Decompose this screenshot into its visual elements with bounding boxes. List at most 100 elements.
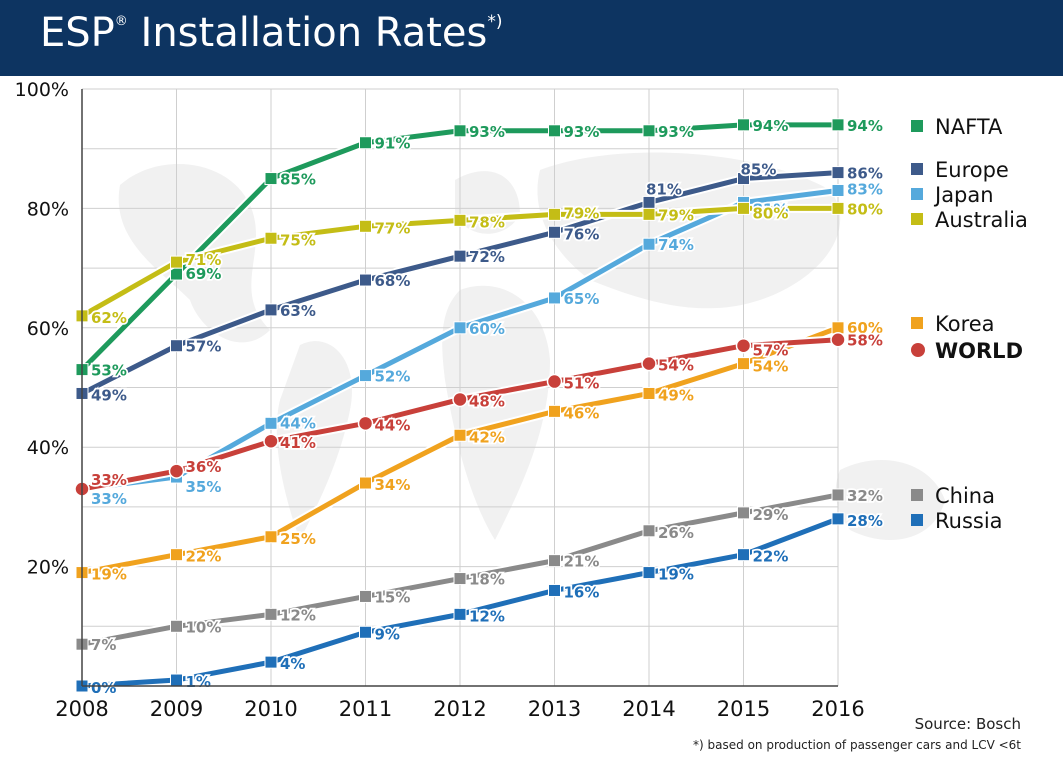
legend-marker [911,514,923,526]
data-label: 69% [186,265,222,283]
data-point [453,249,467,263]
legend-label: WORLD [935,339,1023,363]
data-label: 71% [186,251,222,269]
data-label: 10% [186,618,222,636]
legend-marker [911,120,923,132]
y-tick-label: 60% [27,318,69,340]
title-footnote-mark: *) [487,12,503,32]
data-point [170,673,183,687]
data-point [453,572,467,586]
data-label: 19% [658,566,694,584]
data-label: 48% [469,392,505,410]
data-point [737,357,750,371]
data-point [548,291,561,305]
data-label: 51% [564,375,600,393]
data-label: 93% [658,123,694,141]
data-point [548,225,561,239]
data-point [642,207,656,221]
data-point [831,488,845,502]
data-label: 44% [375,416,411,434]
data-label: 53% [91,362,127,380]
data-point [359,625,372,639]
data-point [548,124,561,138]
data-point [641,355,657,372]
data-label: 57% [186,338,222,356]
data-label: 7% [91,636,116,654]
data-label: 18% [469,571,505,589]
data-label: 25% [280,530,316,548]
data-label: 15% [375,588,411,606]
data-label: 65% [564,290,600,308]
data-point [642,566,656,580]
legend-label: China [935,484,995,508]
data-label: 68% [375,272,411,290]
data-point [737,201,750,215]
data-point [642,524,656,538]
data-label: 54% [753,358,789,376]
data-label: 21% [564,553,600,571]
data-point [359,273,372,287]
data-point [453,321,467,335]
data-label: 19% [91,566,127,584]
data-label: 94% [753,117,789,135]
source-note: Source: Bosch [914,715,1021,733]
data-point [264,303,278,317]
x-tick-label: 2012 [433,697,486,721]
data-point [548,404,561,418]
data-point [737,118,750,132]
data-label: 36% [186,458,222,476]
data-point [264,607,278,621]
data-point [264,416,278,430]
data-label: 54% [658,357,694,375]
data-label: 34% [375,476,411,494]
data-label: 74% [658,236,694,254]
data-point [453,428,467,442]
x-tick-label: 2010 [244,697,297,721]
data-label: 77% [375,219,411,237]
data-label: 75% [280,231,316,249]
chart-title: ESP® Installation Rates*) [40,10,502,56]
legend-marker [911,343,925,357]
data-point [548,583,561,597]
axes: 2008 2009 2010 2011 2012 2013 2014 2015 2016 20% 4… [15,79,865,721]
data-point [831,512,845,526]
data-label: 63% [280,302,316,320]
x-tick-label: 2015 [717,697,770,721]
data-label: 60% [847,319,883,337]
data-point [546,373,563,390]
legend-label: Japan [933,183,994,207]
legend-marker [911,317,923,329]
data-point [453,607,467,621]
title-main: ESP [40,10,115,56]
data-point [642,124,656,138]
data-label: 33% [91,471,127,489]
data-point [264,231,278,245]
data-point [264,655,278,669]
data-label: 32% [847,487,883,505]
legend-marker [911,489,923,501]
legend-label: Russia [935,509,1003,533]
data-point [264,530,278,544]
title-rest: Installation Rates [140,10,488,56]
data-point [737,548,750,562]
data-point [170,267,183,281]
x-tick-label: 2008 [55,697,108,721]
data-label: 28% [847,512,883,530]
data-label-layer: 53% 69% 85% 91% 93% 93% 93% 94% 94% 49% 57% 63% 68% 7… [89,115,884,699]
legend-label: Korea [935,312,995,336]
data-point [452,391,468,408]
data-label: 93% [564,123,600,141]
data-point [264,172,278,186]
data-label: 83% [847,180,883,198]
data-point [168,463,185,479]
legend-label: NAFTA [935,115,1003,139]
data-point [831,201,845,215]
data-label: 58% [847,332,883,350]
legend-label: Europe [935,158,1009,182]
data-label: 85% [741,161,777,179]
data-point [737,506,750,520]
data-label: 80% [753,204,789,222]
data-label: 12% [280,606,316,624]
title-bar: ESP® Installation Rates*) [0,0,1063,76]
